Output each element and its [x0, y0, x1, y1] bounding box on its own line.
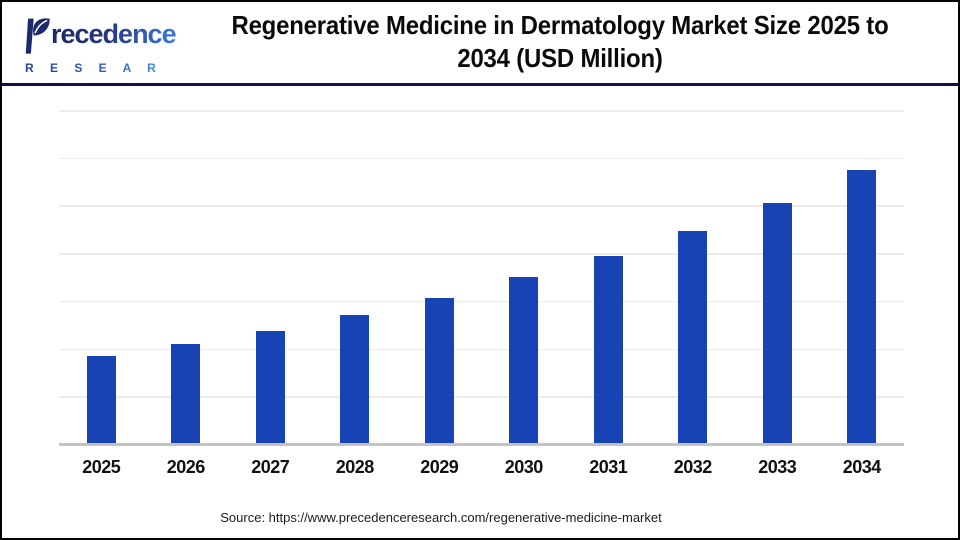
leaf-p-icon — [22, 15, 50, 60]
gridline — [59, 348, 904, 351]
gridline — [59, 157, 904, 160]
bar-2034 — [847, 170, 877, 444]
chart-title: Regenerative Medicine in Dermatology Mar… — [201, 9, 919, 75]
chart-title-line2: 2034 (USD Million) — [457, 43, 663, 73]
x-axis-label-2032: 2032 — [673, 457, 713, 477]
bar-2025 — [86, 356, 116, 444]
x-axis-label-2029: 2029 — [420, 457, 459, 477]
chart-title-line1: Regenerative Medicine in Dermatology Mar… — [231, 10, 889, 40]
precedence-research-logo: recedence R E S E A R C H — [22, 15, 213, 75]
bar-2029 — [424, 297, 454, 444]
gridline — [59, 110, 904, 112]
logo-subbrand-text: R E S E A R C H — [25, 61, 213, 75]
logo-brand-row: recedence — [22, 15, 177, 60]
x-axis-label-2034: 2034 — [842, 457, 882, 477]
bar-2027 — [255, 330, 285, 444]
gridline — [59, 300, 904, 303]
bar-2032 — [678, 231, 708, 444]
x-axis-label-2025: 2025 — [82, 457, 121, 477]
x-axis-label-2027: 2027 — [251, 457, 290, 477]
header: recedence R E S E A R C H Regenerative M… — [2, 2, 958, 86]
gridline — [59, 205, 904, 207]
x-axis-label-2033: 2033 — [758, 457, 797, 477]
logo-brand-text: recedence — [51, 19, 177, 49]
x-axis-label-2028: 2028 — [335, 457, 375, 477]
x-axis-label-2030: 2030 — [504, 457, 544, 477]
x-axis-line — [59, 443, 904, 446]
x-axis-label-2026: 2026 — [166, 457, 206, 477]
gridline — [59, 253, 904, 255]
bar-2031 — [593, 255, 623, 444]
bar-2033 — [762, 203, 792, 444]
gridline — [59, 396, 904, 398]
source-attribution: Source: https://www.precedenceresearch.c… — [220, 510, 662, 525]
bar-2030 — [509, 277, 539, 444]
bar-2026 — [171, 343, 201, 444]
x-axis-label-2031: 2031 — [589, 457, 628, 477]
plot-area: 2025 2026 2027 2028 2029 2030 2031 2032 2033 2034 — [2, 86, 958, 538]
bar-2028 — [340, 314, 370, 444]
